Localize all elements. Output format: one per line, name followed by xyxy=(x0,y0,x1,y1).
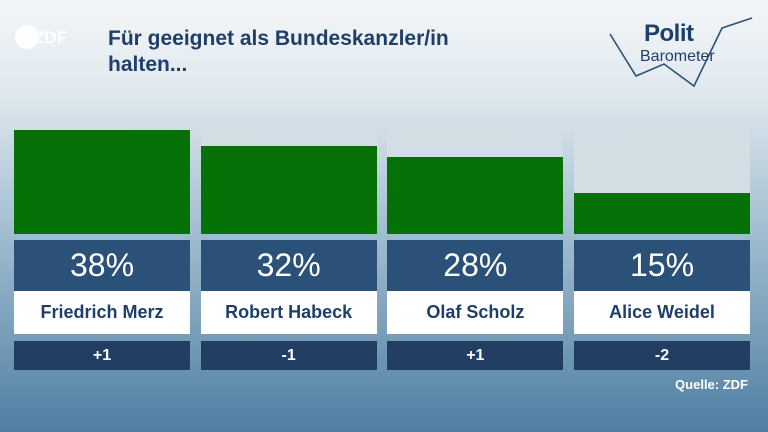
value-label: 32% xyxy=(200,240,377,291)
chart-title-line-2: halten... xyxy=(108,53,188,76)
category-label: Friedrich Merz xyxy=(14,291,190,334)
change-label: -1 xyxy=(200,341,377,370)
value-label: 38% xyxy=(14,240,190,291)
chart-title: Für geeignet als Bundeskanzler/in halten… xyxy=(108,26,548,78)
bar-track xyxy=(387,130,564,234)
bar xyxy=(14,130,190,234)
category-label: Alice Weidel xyxy=(574,291,750,334)
bar xyxy=(200,146,377,234)
bar-chart: 38% Friedrich Merz +1 32% Robert Habeck -1 28%… xyxy=(14,130,750,370)
bar-track xyxy=(200,130,377,234)
brand-word-polit: Polit xyxy=(644,20,694,47)
zdf-logo: ZDF xyxy=(15,25,67,49)
brand-word-barometer: Barometer xyxy=(640,48,715,65)
value-label: 28% xyxy=(387,240,564,291)
politbarometer-line-graphic xyxy=(609,17,753,88)
source-label: Quelle: ZDF xyxy=(675,377,748,392)
bar-track xyxy=(14,130,190,234)
chart-title-line-1: Für geeignet als Bundeskanzler/in xyxy=(108,27,449,50)
bar xyxy=(387,157,564,234)
category-label: Olaf Scholz xyxy=(387,291,564,334)
change-label: +1 xyxy=(14,341,190,370)
zdf-logo-text: ZDF xyxy=(34,28,67,47)
bar-track xyxy=(574,130,750,234)
change-label: +1 xyxy=(387,341,564,370)
category-label: Robert Habeck xyxy=(200,291,377,334)
bar xyxy=(574,193,750,234)
value-label: 15% xyxy=(574,240,750,291)
change-label: -2 xyxy=(574,341,750,370)
politbarometer-logo: Polit Barometer xyxy=(606,14,756,96)
